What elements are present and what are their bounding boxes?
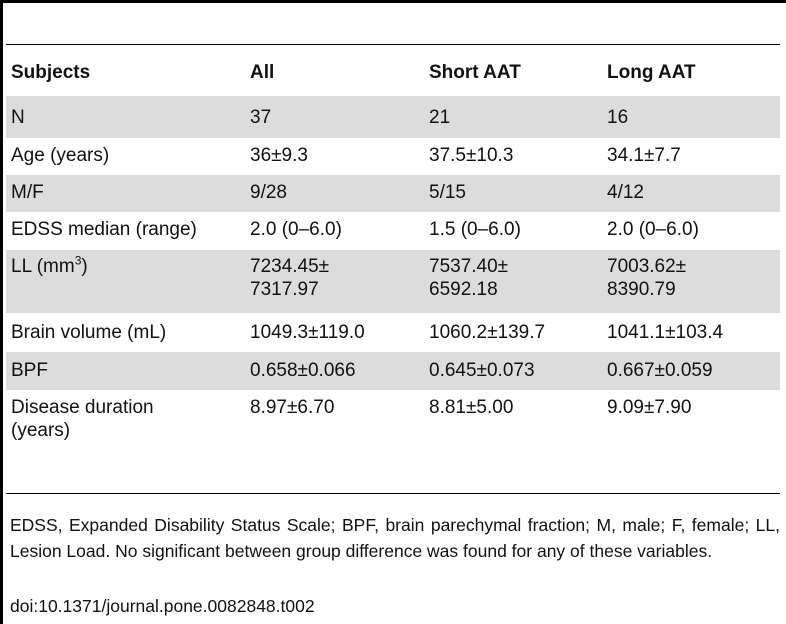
cell-long-aat: 1041.1±103.4 (607, 322, 724, 343)
cell-line: Disease duration (11, 397, 154, 418)
row-label: LL (mm3) (6, 250, 245, 313)
cell-line: 8390.79 (607, 279, 676, 300)
cell-short-aat: 7537.40± 6592.18 (424, 250, 602, 313)
row-label: BPF (6, 352, 245, 390)
table-row: Disease duration (years) 8.97±6.70 8.81±5… (6, 390, 780, 448)
header-long-aat: Long AAT (607, 62, 696, 83)
top-border-rule (0, 0, 786, 3)
cell-short-aat: 5/15 (424, 175, 602, 212)
cell-long-aat: 16 (602, 96, 780, 138)
cell-line: (years) (11, 420, 71, 441)
cell-all: 8.97±6.70 (250, 397, 335, 418)
table-row: M/F 9/28 5/15 4/12 (6, 175, 780, 212)
cell-all: 36±9.3 (250, 145, 308, 166)
cell-short-aat: 21 (424, 96, 602, 138)
cell-short-aat: 8.81±5.00 (429, 397, 514, 418)
row-label: EDSS median (range) (11, 219, 197, 240)
cell-all: 2.0 (0–6.0) (250, 219, 342, 240)
table-row: BPF 0.658±0.066 0.645±0.073 0.667±0.059 (6, 352, 780, 390)
table-row: LL (mm3) 7234.45± 7317.97 7537.40± 6592.18… (6, 250, 780, 313)
header-all: All (250, 62, 275, 83)
header-short-aat: Short AAT (429, 62, 521, 83)
table-top-rule (6, 44, 780, 45)
row-label: Age (years) (11, 145, 110, 166)
table-row: N 37 21 16 (6, 96, 780, 138)
cell-long-aat: 4/12 (602, 175, 780, 212)
cell-line: 7317.97 (250, 279, 319, 300)
cell-all: 7234.45± 7317.97 (245, 250, 424, 313)
cell-line: 7537.40± (429, 256, 509, 277)
row-label: N (6, 96, 245, 138)
cell-short-aat: 1.5 (0–6.0) (429, 219, 521, 240)
table-footnote: EDSS, Expanded Disability Status Scale; … (10, 515, 780, 561)
cell-long-aat: 7003.62± 8390.79 (602, 250, 780, 313)
row-label: M/F (6, 175, 245, 212)
ll-superscript: 3 (74, 253, 82, 268)
cell-all: 37 (245, 96, 424, 138)
doi-text: doi:10.1371/journal.pone.0082848.t002 (10, 596, 315, 616)
table-header-row: Subjects All Short AAT Long AAT (6, 54, 780, 96)
cell-short-aat: 1060.2±139.7 (429, 322, 546, 343)
cell-all: 1049.3±119.0 (250, 322, 365, 343)
row-label: Brain volume (mL) (11, 322, 167, 343)
cell-all: 9/28 (245, 175, 424, 212)
row-label: Disease duration (years) (6, 390, 245, 448)
table-bottom-rule (6, 493, 780, 494)
ll-label: LL (mm (11, 256, 75, 277)
ll-label-suffix: ) (81, 256, 88, 277)
cell-short-aat: 0.645±0.073 (424, 352, 602, 390)
header-subjects: Subjects (11, 62, 91, 83)
table-row: Brain volume (mL) 1049.3±119.0 1060.2±13… (6, 313, 780, 352)
cell-line: 6592.18 (429, 279, 498, 300)
cell-long-aat: 0.667±0.059 (602, 352, 780, 390)
table-row: Age (years) 36±9.3 37.5±10.3 34.1±7.7 (6, 138, 780, 175)
cell-all: 0.658±0.066 (245, 352, 424, 390)
subjects-table: Subjects All Short AAT Long AAT N 37 21 … (6, 54, 780, 448)
left-border-rule (0, 0, 3, 624)
cell-long-aat: 34.1±7.7 (607, 145, 681, 166)
cell-line: 7234.45± (250, 256, 330, 277)
cell-short-aat: 37.5±10.3 (429, 145, 514, 166)
table-row: EDSS median (range) 2.0 (0–6.0) 1.5 (0–6… (6, 212, 780, 250)
cell-long-aat: 9.09±7.90 (607, 397, 692, 418)
cell-long-aat: 2.0 (0–6.0) (607, 219, 699, 240)
cell-line: 7003.62± (607, 256, 687, 277)
